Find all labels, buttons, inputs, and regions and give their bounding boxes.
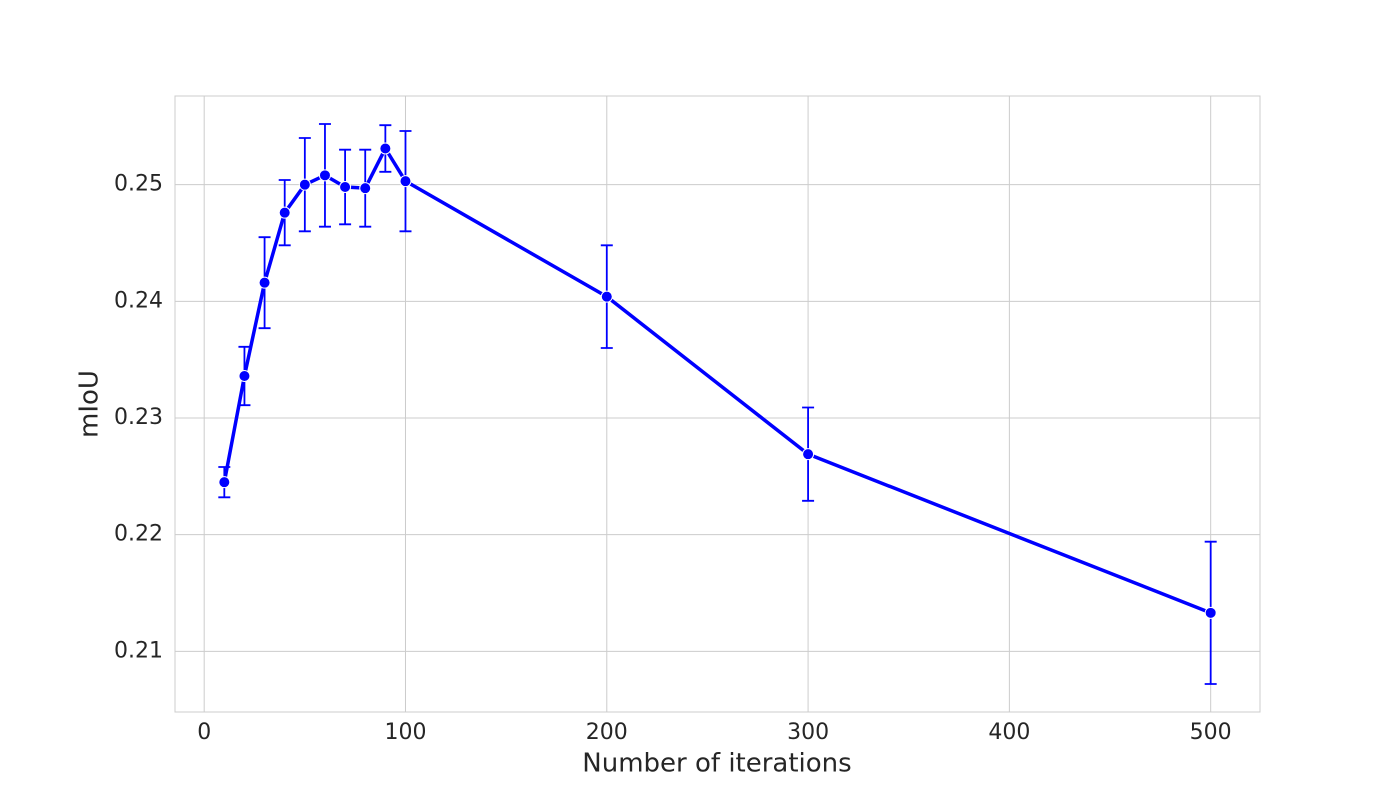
data-point	[238, 370, 251, 382]
plot-frame	[174, 95, 1261, 713]
data-line	[222, 146, 1212, 615]
data-point	[218, 476, 231, 489]
data-point	[1204, 606, 1217, 619]
y-tick-label: 0.24	[114, 288, 163, 313]
data-point	[379, 142, 392, 155]
x-tick-label: 0	[197, 720, 211, 745]
y-tick-label: 0.21	[114, 638, 163, 663]
x-tick-label: 300	[787, 720, 829, 745]
y-tick-label: 0.23	[114, 405, 163, 430]
data-point	[359, 182, 372, 195]
data-point	[802, 448, 815, 461]
data-point	[600, 290, 613, 303]
data-point	[258, 276, 271, 289]
data-point	[278, 206, 291, 219]
x-axis-label: Number of iterations	[582, 749, 851, 779]
data-point	[339, 181, 352, 193]
data-point	[399, 175, 412, 188]
x-tick-label: 400	[988, 720, 1030, 745]
y-tick-label: 0.25	[114, 172, 163, 197]
y-axis-label: mIoU	[75, 370, 105, 438]
y-tick-label: 0.22	[114, 522, 163, 547]
data-point	[298, 178, 311, 191]
data-point	[318, 169, 331, 182]
x-tick-label: 200	[586, 720, 628, 745]
x-tick-label: 100	[384, 720, 426, 745]
x-tick-label: 500	[1190, 720, 1232, 745]
